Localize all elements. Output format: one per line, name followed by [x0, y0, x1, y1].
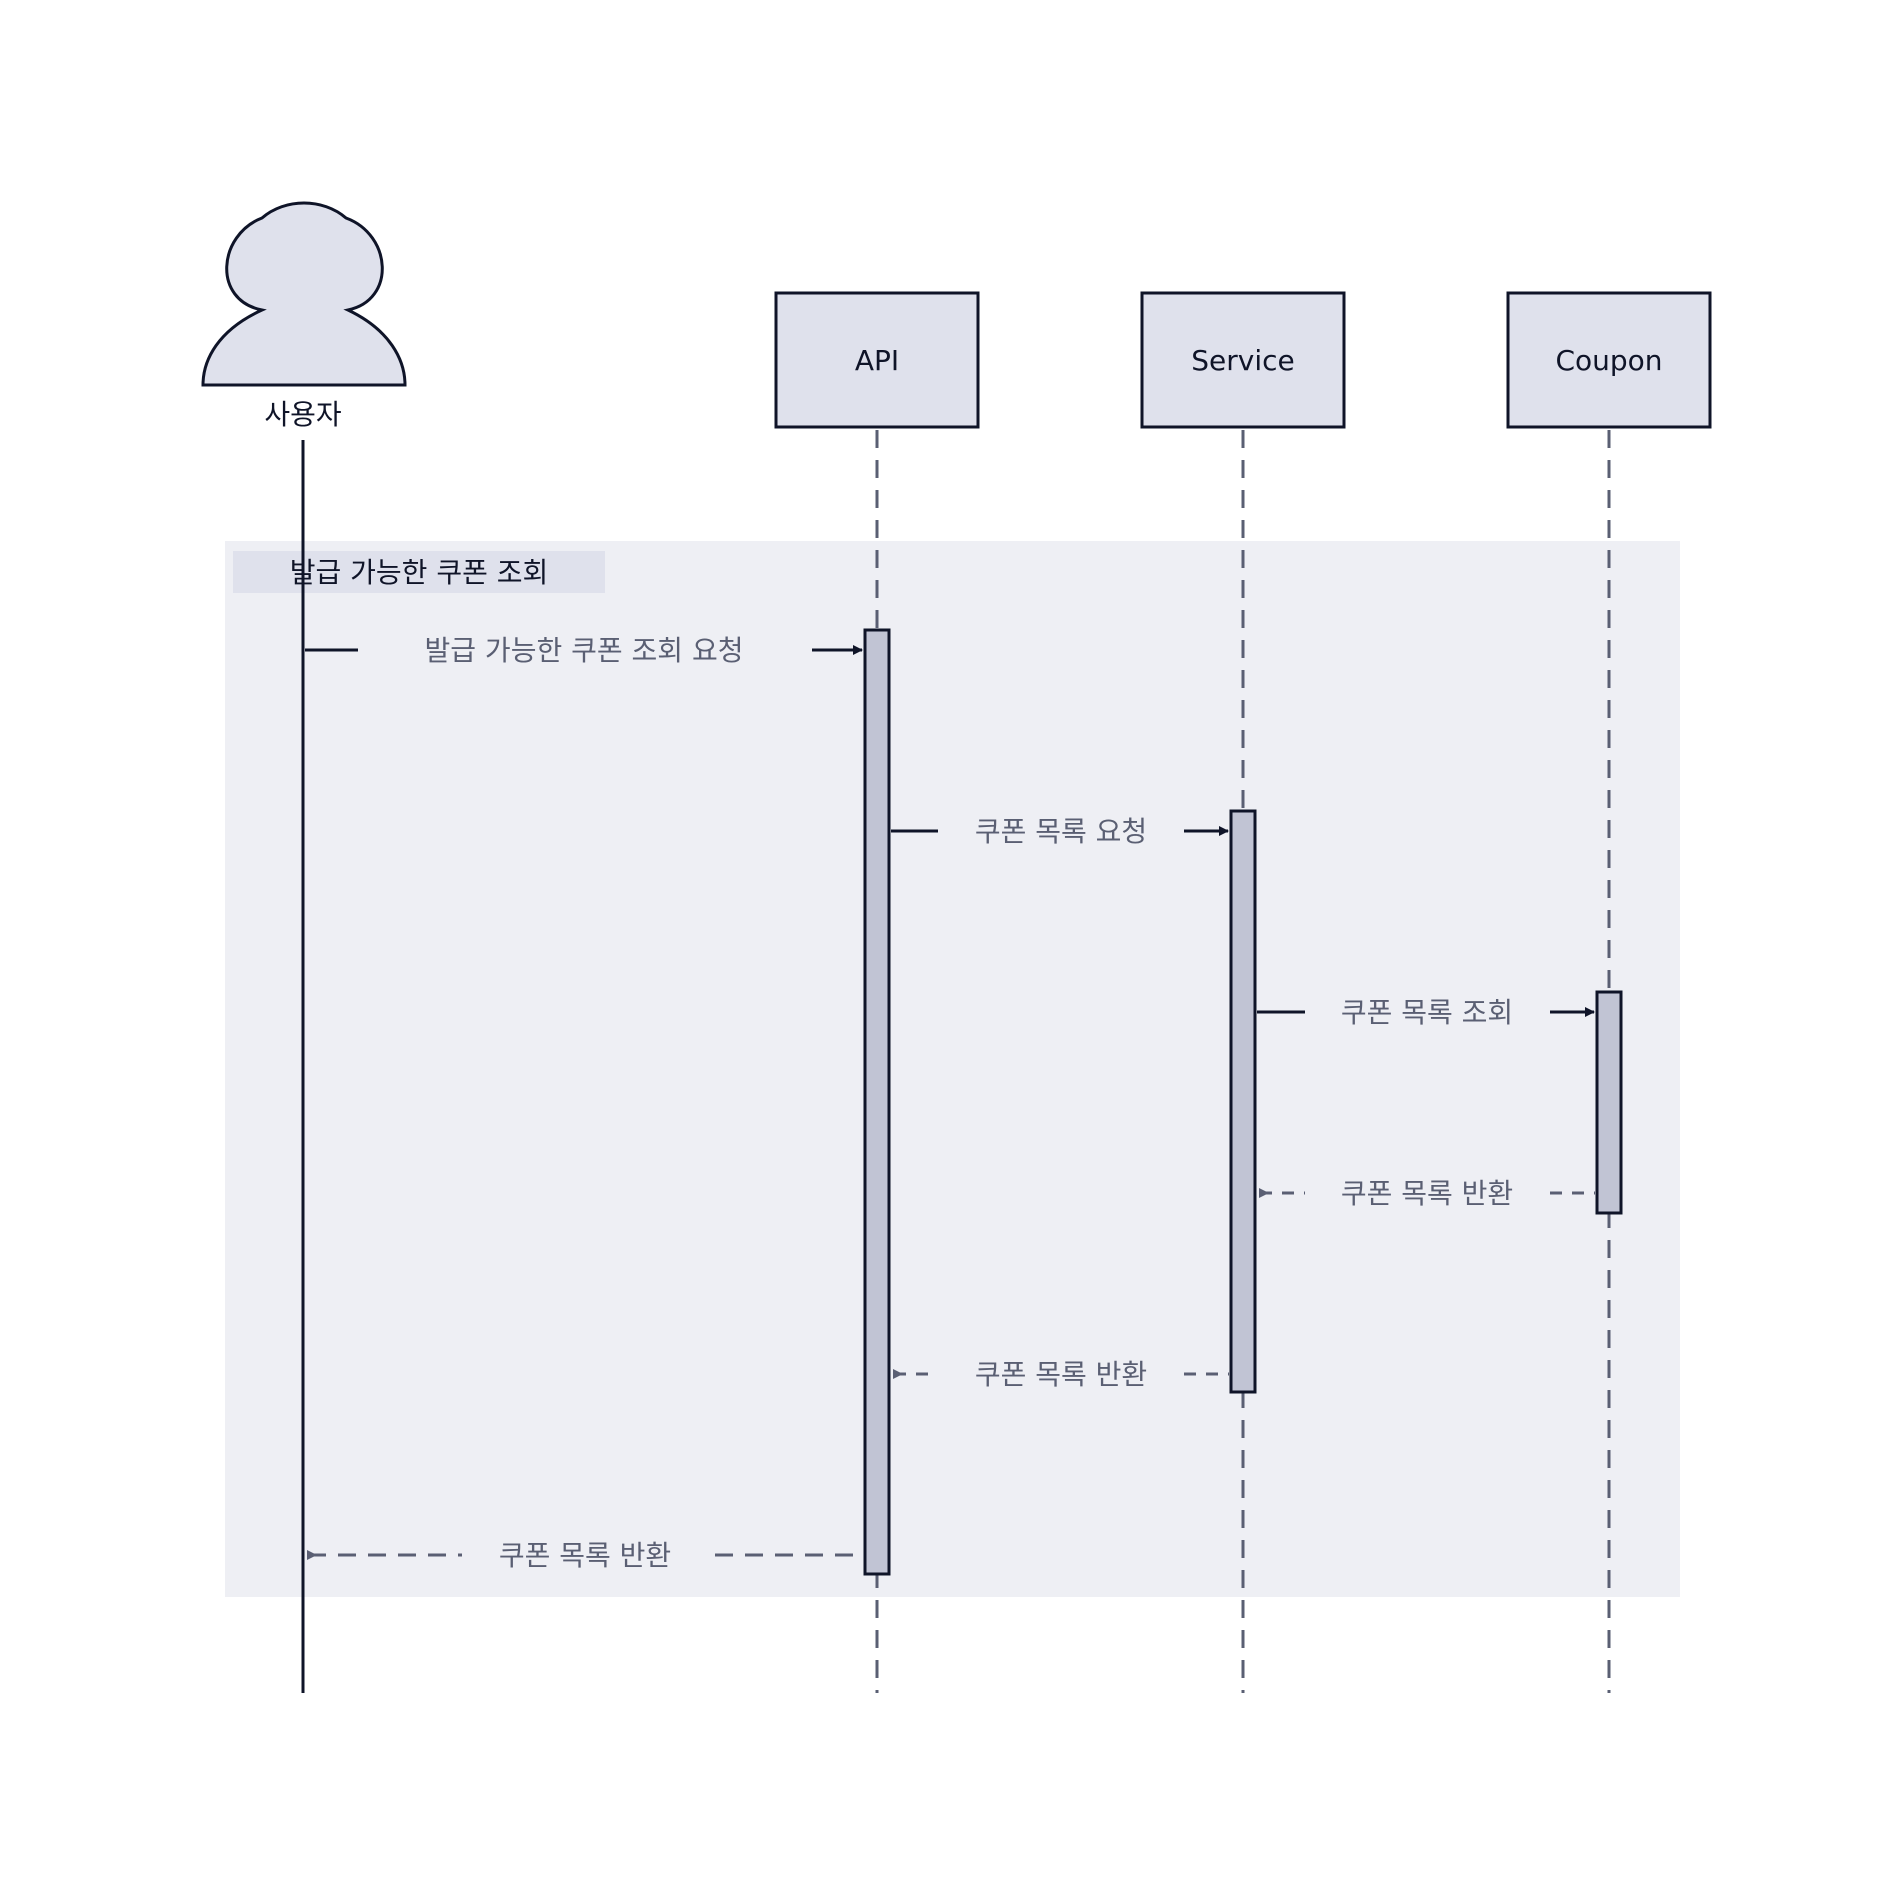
participant-label-user: 사용자 [264, 398, 341, 431]
activation-coupon [1597, 992, 1621, 1213]
group-frame [225, 541, 1680, 1597]
participant-label-api: API [855, 344, 899, 377]
participant-label-service: Service [1191, 344, 1294, 377]
person-icon [203, 203, 405, 385]
activation-api [865, 630, 889, 1574]
participant-coupon: Coupon [1508, 293, 1710, 427]
message-2-label: 쿠폰 목록 요청 [975, 815, 1147, 848]
participant-user: 사용자 [203, 203, 405, 431]
message-4-label: 쿠폰 목록 반환 [1341, 1177, 1513, 1210]
group-frame-label: 발급 가능한 쿠폰 조회 [290, 556, 549, 589]
message-6-label: 쿠폰 목록 반환 [499, 1539, 671, 1572]
message-5-label: 쿠폰 목록 반환 [975, 1358, 1147, 1391]
message-1-label: 발급 가능한 쿠폰 조회 요청 [425, 634, 744, 667]
participant-service: Service [1142, 293, 1344, 427]
participant-label-coupon: Coupon [1555, 344, 1662, 377]
activation-service [1231, 811, 1255, 1392]
message-3-label: 쿠폰 목록 조회 [1341, 996, 1513, 1029]
participant-api: API [776, 293, 978, 427]
